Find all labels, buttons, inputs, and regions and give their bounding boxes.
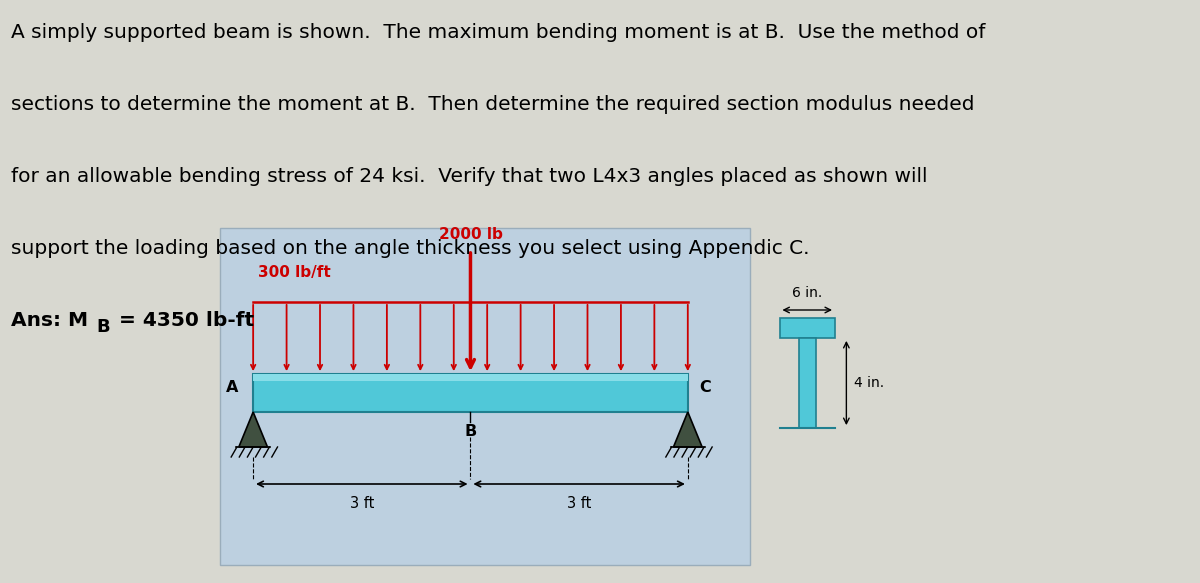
Text: support the loading based on the angle thickness you select using Appendic C.: support the loading based on the angle t… [12, 239, 810, 258]
Text: 4 in.: 4 in. [854, 376, 884, 390]
Text: C: C [700, 381, 710, 395]
Text: B: B [96, 318, 110, 336]
Bar [780, 318, 835, 338]
Text: 3 ft: 3 ft [566, 496, 592, 511]
Bar [220, 228, 750, 565]
Text: 3 ft: 3 ft [349, 496, 374, 511]
Text: A: A [226, 381, 239, 395]
Text: sections to determine the moment at B.  Then determine the required section modu: sections to determine the moment at B. T… [12, 95, 974, 114]
Text: for an allowable bending stress of 24 ksi.  Verify that two L4x3 angles placed a: for an allowable bending stress of 24 ks… [12, 167, 928, 186]
Bar [253, 374, 688, 412]
Bar [253, 374, 688, 381]
Text: 2000 lb: 2000 lb [438, 227, 503, 242]
Text: A simply supported beam is shown.  The maximum bending moment is at B.  Use the : A simply supported beam is shown. The ma… [12, 23, 986, 42]
Polygon shape [239, 412, 268, 447]
Text: B: B [464, 424, 476, 439]
Polygon shape [673, 412, 702, 447]
Text: = 4350 lb-ft: = 4350 lb-ft [112, 311, 254, 330]
Bar [799, 338, 816, 428]
Text: 6 in.: 6 in. [792, 286, 822, 300]
Text: 300 lb/ft: 300 lb/ft [258, 265, 331, 280]
Text: Ans: M: Ans: M [12, 311, 89, 330]
